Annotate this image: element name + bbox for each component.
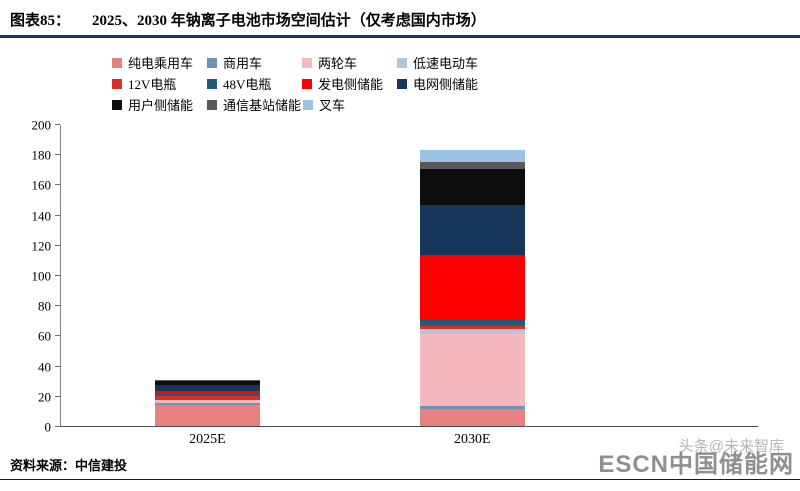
legend-row: 用户侧储能 通信基站储能 叉车 (112, 94, 800, 115)
legend-color-swatch (207, 78, 217, 89)
legend: 纯电乘用车 商用车 两轮车 低速电动车 12V电瓶 48V电瓶 发电侧储能 电网侧储能用户侧储… (112, 52, 800, 115)
legend-item: 低速电动车 (397, 53, 490, 72)
legend-item: 商用车 (207, 53, 300, 72)
y-tick-label: 180 (31, 147, 52, 163)
legend-label: 用户侧储能 (128, 98, 194, 113)
legend-color-swatch (207, 57, 217, 68)
figure-label: 图表85： (10, 13, 71, 29)
chart-header: 图表85： 2025、2030 年钠离子电池市场空间估计（仅考虑国内市场） (0, 0, 800, 38)
bar-segment (155, 403, 260, 405)
legend-item: 通信基站储能 (207, 95, 301, 114)
legend-label: 12V电瓶 (128, 77, 177, 92)
bar-segment (155, 400, 260, 404)
bar-segment (155, 399, 260, 401)
legend-label: 叉车 (319, 98, 346, 113)
bar-segment (155, 404, 260, 426)
bottom-border (0, 479, 800, 480)
bar-segment (419, 168, 525, 205)
y-tick-label: 200 (31, 117, 52, 133)
legend-row: 纯电乘用车 商用车 两轮车 低速电动车 (112, 52, 800, 73)
legend-label: 电网侧储能 (413, 77, 479, 92)
y-tick-label: 160 (31, 177, 52, 193)
bar-segment (419, 319, 525, 326)
legend-item: 发电侧储能 (302, 74, 395, 93)
bar-segment (419, 409, 525, 426)
bar-segment (155, 391, 260, 393)
source-text: 资料来源：中信建投 (10, 458, 128, 473)
bar-segment (419, 406, 525, 410)
y-tick-label: 140 (31, 208, 52, 224)
legend-label: 48V电瓶 (223, 77, 272, 92)
bar-segment (419, 149, 525, 162)
y-tick-mark (55, 426, 60, 427)
y-tick-label: 120 (31, 238, 52, 254)
watermark: 头条@未来智库 ESCN中国储能网 (514, 435, 794, 481)
y-tick-mark (55, 275, 60, 276)
legend-color-swatch (207, 99, 217, 110)
chart: 0 20 40 60 80 100 120 140 160 180 200 2025E 2030E (16, 119, 758, 447)
y-tick-label: 0 (44, 419, 52, 435)
y-tick-label: 60 (38, 328, 51, 344)
legend-label: 发电侧储能 (318, 77, 384, 92)
bar-segment (419, 204, 525, 255)
legend-color-swatch (302, 78, 312, 89)
y-tick-mark (55, 184, 60, 186)
legend-color-swatch (302, 57, 312, 68)
bar-segment (155, 385, 260, 392)
watermark-front-text: ESCN中国储能网 (598, 451, 794, 478)
y-tick-mark (55, 335, 60, 337)
legend-color-swatch (112, 57, 122, 68)
bar-segment (155, 392, 260, 396)
y-tick-label: 20 (38, 389, 51, 405)
x-axis-label: 2030E (453, 432, 491, 447)
x-axis-label: 2025E (189, 432, 226, 447)
legend-label: 低速电动车 (413, 56, 479, 71)
y-axis: 0 20 40 60 80 100 120 140 160 180 200 (16, 119, 60, 434)
legend-item: 电网侧储能 (397, 74, 490, 93)
y-tick-mark (55, 365, 60, 367)
legend-color-swatch (397, 57, 407, 68)
legend-row: 12V电瓶 48V电瓶 发电侧储能 电网侧储能 (112, 73, 800, 94)
legend-item: 纯电乘用车 (112, 53, 205, 72)
legend-item: 叉车 (303, 95, 396, 114)
y-tick-mark (55, 395, 60, 397)
y-tick-label: 40 (38, 359, 51, 375)
legend-item: 用户侧储能 (112, 95, 205, 114)
legend-label: 纯电乘用车 (128, 56, 194, 71)
y-tick-mark (55, 214, 60, 216)
stacked-bar-2030E (419, 149, 525, 426)
bar-segment (419, 254, 525, 320)
bar-segment (419, 325, 525, 330)
page-title: 2025、2030 年钠离子电池市场空间估计（仅考虑国内市场） (92, 13, 486, 29)
y-tick-label: 80 (38, 298, 51, 314)
legend-label: 商用车 (223, 56, 263, 71)
bar-segment (419, 329, 525, 334)
bar-segment (155, 380, 260, 386)
legend-item: 48V电瓶 (207, 74, 300, 93)
legend-item: 两轮车 (302, 53, 395, 72)
bar-segment (155, 395, 260, 400)
y-tick-mark (55, 305, 60, 307)
bar-segment (419, 333, 525, 407)
stacked-bar-2025E (155, 380, 260, 426)
bar-segment (419, 161, 525, 169)
legend-label: 两轮车 (318, 56, 358, 71)
legend-color-swatch (303, 99, 314, 110)
legend-color-swatch (397, 78, 407, 89)
y-tick-mark (55, 124, 60, 125)
legend-label: 通信基站储能 (223, 98, 302, 113)
watermark-back-text: 头条@未来智库 (678, 438, 784, 455)
legend-color-swatch (112, 78, 122, 89)
y-tick-label: 100 (31, 268, 52, 284)
legend-item: 12V电瓶 (112, 74, 205, 93)
legend-color-swatch (112, 99, 122, 110)
plot-area: 2025E 2030E (60, 125, 758, 447)
y-tick-mark (55, 154, 60, 156)
y-tick-mark (55, 244, 60, 246)
